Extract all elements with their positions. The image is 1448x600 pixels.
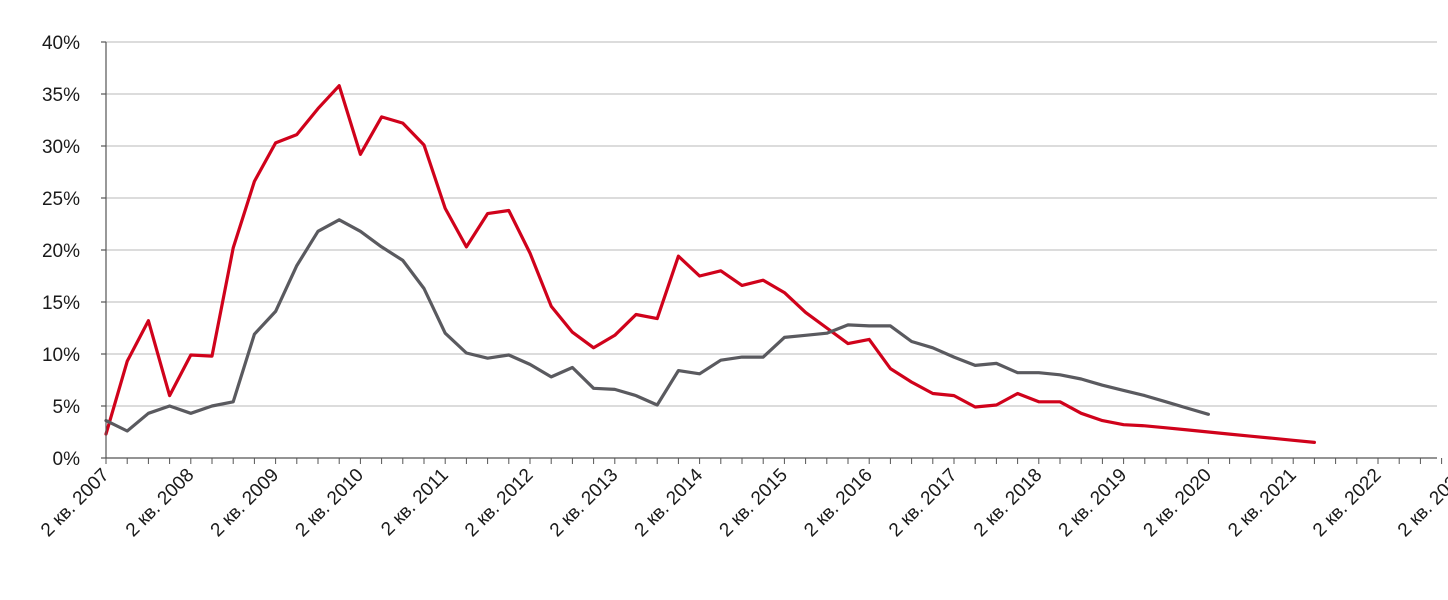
x-tick-label: 2 кв. 2019: [1055, 465, 1131, 541]
y-tick-label: 20%: [42, 241, 80, 262]
x-tick-label: 2 кв. 2013: [546, 465, 622, 541]
x-tick-label: 2 кв. 2011: [377, 465, 452, 540]
x-tick-label: 2 кв. 2007: [37, 465, 113, 541]
gridlines: [106, 41, 1437, 407]
x-tick-label: 2 кв. 2022: [1309, 465, 1385, 541]
x-axis-ticks: 2 кв. 2007 2 кв. 2008 2 кв. 2009 2 кв. 2010…: [37, 458, 1448, 541]
y-tick-label: 25%: [42, 189, 80, 210]
axes: [105, 42, 1437, 459]
y-tick-label: 15%: [42, 293, 80, 314]
y-tick-label: 0%: [53, 449, 81, 470]
x-tick-label: 2 кв. 2021: [1224, 465, 1300, 541]
series-line-2: [104, 218, 1211, 433]
series-lines: [104, 84, 1317, 444]
x-tick-label: 2 кв. 2012: [461, 465, 537, 541]
x-tick-label: 2 кв. 2018: [970, 465, 1046, 541]
x-tick-label: 2 кв. 2014: [631, 464, 708, 541]
x-tick-label: 2 кв. 2009: [207, 465, 283, 541]
x-tick-label: 2 кв. 2010: [292, 465, 368, 541]
y-tick-label: 30%: [42, 137, 80, 158]
y-tick-label: 40%: [42, 33, 80, 54]
x-tick-label: 2 кв. 2015: [716, 465, 792, 541]
series-line-1: [104, 84, 1317, 444]
y-axis-ticks: 0% 5% 10% 15% 20% 25% 30% 35% 40%: [42, 33, 106, 470]
x-tick-label: 2 кв. 2017: [885, 465, 961, 541]
x-tick-label: 2 кв. 2008: [122, 465, 198, 541]
y-tick-label: 5%: [53, 397, 81, 418]
x-tick-label: 2 кв. 2016: [800, 465, 876, 541]
x-tick-label: 2 кв. 2023: [1394, 465, 1448, 541]
y-tick-label: 35%: [42, 85, 80, 106]
x-tick-label: 2 кв. 2020: [1140, 465, 1216, 541]
y-tick-label: 10%: [42, 345, 80, 366]
